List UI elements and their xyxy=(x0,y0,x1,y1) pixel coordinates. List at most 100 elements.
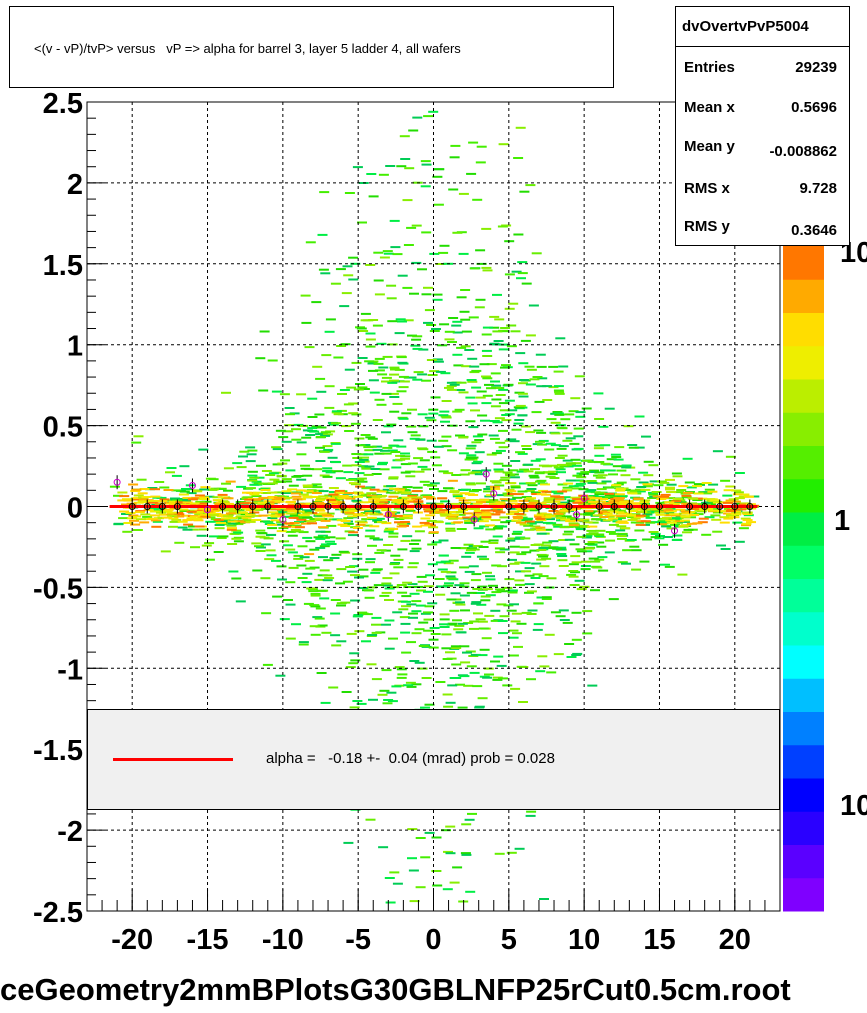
heatmap-cell-hot xyxy=(725,485,736,488)
heatmap-cell xyxy=(596,482,607,485)
heatmap-cell-hot xyxy=(131,515,142,518)
heatmap-cell-hot xyxy=(180,514,191,517)
profile-point xyxy=(414,503,422,510)
heatmap-cells xyxy=(109,110,760,904)
heatmap-cell xyxy=(734,472,745,474)
heatmap-cell xyxy=(536,549,547,551)
heatmap-cell xyxy=(411,632,422,635)
heatmap-cell xyxy=(606,458,617,461)
heatmap-cell-hot xyxy=(440,514,451,517)
heatmap-cell xyxy=(431,328,441,330)
heatmap-cell xyxy=(576,507,587,510)
heatmap-cell xyxy=(507,589,518,592)
profile-point xyxy=(565,503,573,510)
heatmap-cell-hot xyxy=(681,502,692,505)
heatmap-cell xyxy=(439,613,450,616)
heatmap-cell xyxy=(285,637,296,640)
heatmap-cell xyxy=(642,538,653,541)
heatmap-cell-hot xyxy=(553,512,564,515)
heatmap-cell xyxy=(350,262,361,265)
heatmap-cell xyxy=(494,470,505,473)
heatmap-cell xyxy=(530,459,541,462)
heatmap-cell-hot xyxy=(121,503,131,506)
heatmap-cell xyxy=(478,546,489,548)
heatmap-cell xyxy=(562,459,573,462)
heatmap-cell xyxy=(397,361,408,364)
heatmap-cell xyxy=(316,426,327,429)
heatmap-cell-hot xyxy=(626,514,636,517)
heatmap-cell xyxy=(392,253,403,256)
heatmap-cell xyxy=(491,564,502,567)
heatmap-cell-hot xyxy=(384,512,395,515)
heatmap-cell xyxy=(188,525,198,528)
heatmap-cell xyxy=(223,467,234,470)
heatmap-cell-hot xyxy=(665,519,676,522)
stats-label: RMS y xyxy=(684,218,730,235)
heatmap-cell-hot xyxy=(611,502,622,504)
heatmap-cell xyxy=(504,273,515,276)
heatmap-cell-hot xyxy=(428,526,439,529)
heatmap-cell xyxy=(468,655,479,657)
heatmap-cell xyxy=(525,814,536,817)
heatmap-cell xyxy=(271,559,281,562)
stats-label: RMS x xyxy=(684,180,730,197)
heatmap-cell xyxy=(560,418,571,421)
heatmap-cell xyxy=(352,553,363,556)
heatmap-cell xyxy=(198,448,209,451)
heatmap-cell xyxy=(482,571,492,574)
heatmap-cell xyxy=(285,469,296,472)
heatmap-cell xyxy=(649,480,660,483)
heatmap-cell xyxy=(213,551,224,553)
heatmap-cell xyxy=(336,640,347,643)
heatmap-cell xyxy=(441,416,452,419)
heatmap-cell xyxy=(535,353,546,356)
heatmap-cell-hot xyxy=(561,489,572,492)
heatmap-cell-hot xyxy=(147,517,158,520)
heatmap-cell-hot xyxy=(132,497,143,500)
heatmap-cell xyxy=(393,439,404,442)
heatmap-cell-hot xyxy=(681,494,692,497)
heatmap-cell xyxy=(483,667,494,670)
heatmap-cell-hot xyxy=(133,501,144,504)
heatmap-cell xyxy=(374,369,385,372)
heatmap-cell xyxy=(582,632,593,635)
heatmap-cell xyxy=(666,527,677,530)
heatmap-cell-hot xyxy=(671,500,682,503)
heatmap-cell xyxy=(536,431,547,434)
profile-point xyxy=(173,503,181,510)
heatmap-cell xyxy=(152,520,163,523)
heatmap-cell xyxy=(352,615,363,618)
heatmap-cell xyxy=(267,482,278,485)
heatmap-cell xyxy=(598,425,609,428)
heatmap-cell xyxy=(500,327,511,329)
heatmap-cell-hot xyxy=(122,498,132,501)
heatmap-cell-hot xyxy=(249,493,260,496)
heatmap-cell xyxy=(382,446,393,449)
heatmap-cell xyxy=(440,560,451,563)
heatmap-cell-hot xyxy=(295,489,306,492)
stats-box: dvOvertvPvP5004 Entries 29239 Mean x 0.5… xyxy=(675,6,850,246)
heatmap-cell xyxy=(539,665,550,668)
heatmap-cell-hot xyxy=(119,510,130,513)
heatmap-cell xyxy=(476,482,486,485)
heatmap-cell xyxy=(472,588,483,590)
heatmap-cell-hot xyxy=(726,513,736,516)
heatmap-cell xyxy=(418,348,429,351)
heatmap-cell-hot xyxy=(674,520,684,523)
heatmap-cell xyxy=(296,453,307,456)
heatmap-cell xyxy=(500,366,510,369)
heatmap-cell xyxy=(449,383,460,386)
heatmap-cell xyxy=(348,412,359,415)
heatmap-cell xyxy=(472,545,483,547)
heatmap-cell-hot xyxy=(369,525,380,528)
heatmap-cell xyxy=(484,495,495,498)
heatmap-cell xyxy=(330,422,341,425)
heatmap-cell xyxy=(579,525,590,528)
heatmap-cell xyxy=(468,565,479,568)
heatmap-cell xyxy=(481,637,492,640)
heatmap-cell-hot xyxy=(664,501,675,504)
heatmap-cell xyxy=(371,473,382,475)
heatmap-cell xyxy=(538,575,549,578)
heatmap-cell xyxy=(354,479,365,482)
heatmap-cell-hot xyxy=(354,492,365,495)
